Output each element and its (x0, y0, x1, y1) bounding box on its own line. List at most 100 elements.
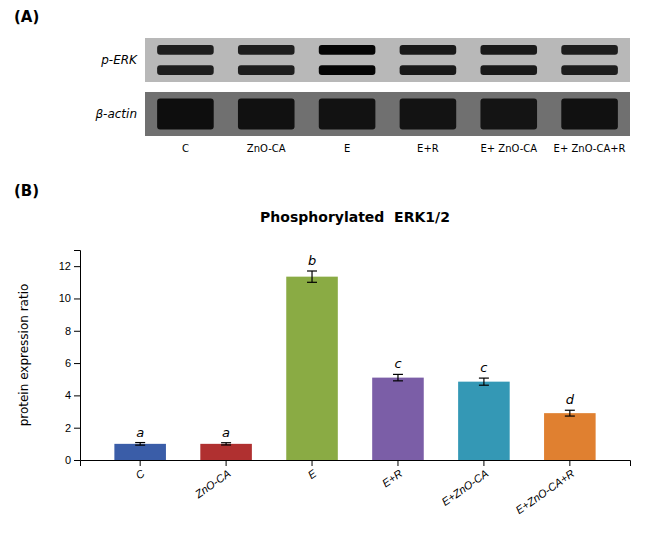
error-bar (221, 443, 231, 445)
x-tick: E (306, 460, 319, 481)
error-bar (565, 410, 575, 416)
significance-label: d (566, 392, 575, 407)
y-tick: 4 (65, 389, 80, 401)
blot-background (145, 38, 630, 82)
x-tick-mark (569, 460, 570, 466)
figure: (A) p-ERK β-actin C ZnO-CA E E+R E+ ZnO-CA E+ Zn… (0, 0, 650, 558)
x-axis: C ZnO-CA E E+R E+ZnO-CA E+ZnO-CA+R (81, 460, 631, 516)
blot-lane-label: ZnO-CA (247, 143, 286, 154)
bar (372, 378, 424, 460)
x-tick-mark (140, 460, 141, 466)
x-axis-line (81, 461, 631, 467)
y-tick-label: 10 (59, 292, 71, 304)
error-bar-cap (565, 410, 575, 411)
bar (286, 277, 338, 460)
error-bar-line (569, 410, 570, 416)
error-bar-cap (393, 380, 403, 381)
panel-label: (A) (14, 8, 39, 26)
bar (114, 444, 166, 460)
blot-background (145, 92, 630, 136)
error-bar-cap (307, 270, 317, 271)
y-tick: 10 (59, 292, 80, 304)
plot-area (114, 271, 595, 460)
blot-strip: p-ERK (100, 38, 630, 82)
blot-band (157, 99, 214, 130)
error-bar-cap (221, 444, 231, 445)
x-tick-mark (226, 460, 227, 466)
x-tick: ZnO-CA (192, 460, 233, 501)
error-bar (135, 443, 145, 446)
blot-band (400, 99, 457, 130)
x-tick-label: E+ZnO-CA (439, 467, 490, 508)
error-bar-line (311, 271, 312, 282)
significance-label: c (394, 356, 401, 371)
error-bar-line (397, 374, 398, 380)
y-axis: 0 2 4 6 8 10 12 (59, 251, 81, 467)
blot-band (157, 65, 214, 75)
y-tick-label: 2 (65, 422, 71, 434)
blot-band (561, 65, 618, 75)
blot-band (319, 45, 376, 55)
x-tick-label: C (133, 467, 146, 481)
bar (458, 382, 510, 460)
blot-band (319, 65, 376, 75)
blot-band (238, 99, 295, 130)
x-tick: E+R (380, 460, 405, 489)
blot-band (400, 45, 457, 55)
significance-label: a (136, 425, 144, 440)
x-tick-label: E+ZnO-CA+R (513, 467, 576, 516)
blot-band (400, 65, 457, 75)
blot-band (561, 99, 618, 130)
y-tick-mark (74, 363, 80, 364)
blot-lane-label: E+ ZnO-CA (480, 143, 537, 154)
x-tick-label: ZnO-CA (192, 467, 233, 501)
y-tick: 2 (65, 422, 80, 434)
y-tick-label: 0 (65, 454, 71, 466)
y-tick-label: 4 (65, 389, 71, 401)
y-tick: 8 (65, 325, 80, 337)
error-bar-cap (221, 442, 231, 443)
blot-strip: β-actin (94, 92, 630, 136)
y-tick-mark (74, 266, 80, 267)
blot-band (157, 45, 214, 55)
error-bar-cap (479, 378, 489, 379)
blot-band (319, 99, 376, 130)
y-tick-mark (74, 395, 80, 396)
x-tick-mark (483, 460, 484, 466)
y-tick-label: 8 (65, 325, 71, 337)
y-axis-label: protein expression ratio (17, 284, 31, 427)
x-tick: E+ZnO-CA+R (513, 460, 576, 516)
blot-lane-label: E+R (417, 143, 439, 154)
blot-lane-label: E (344, 143, 350, 154)
x-tick: E+ZnO-CA (439, 460, 490, 508)
blot-lane-label: E+ ZnO-CA+R (554, 143, 626, 154)
y-tick-mark (74, 460, 80, 461)
error-bar-cap (479, 385, 489, 386)
error-bar (393, 374, 403, 380)
chart-title: Phosphorylated ERK1/2 (260, 209, 450, 225)
y-tick-label: 6 (65, 357, 71, 369)
significance-label: b (308, 253, 316, 268)
blot: p-ERK β-actin C ZnO-CA E E+R E+ ZnO-CA E+ ZnO-C… (94, 38, 630, 154)
blot-band (561, 45, 618, 55)
bar (200, 444, 252, 460)
bar (544, 413, 596, 460)
blot-lane-label: C (182, 143, 189, 154)
error-bar-line (483, 378, 484, 385)
y-tick: 6 (65, 357, 80, 369)
significance-label: a (222, 425, 230, 440)
blot-band (480, 99, 537, 130)
y-tick-mark (74, 298, 80, 299)
error-bar (307, 271, 317, 282)
significance-labels: aabccd (136, 253, 575, 440)
y-tick: 0 (65, 454, 80, 466)
x-tick: C (133, 460, 146, 482)
error-bar-cap (393, 374, 403, 375)
error-bar-cap (135, 442, 145, 443)
y-tick-mark (74, 428, 80, 429)
blot-band (480, 45, 537, 55)
y-axis-line (74, 251, 81, 461)
blot-label: β-actin (94, 107, 137, 121)
blot-band (480, 65, 537, 75)
y-tick-label: 12 (59, 260, 71, 272)
